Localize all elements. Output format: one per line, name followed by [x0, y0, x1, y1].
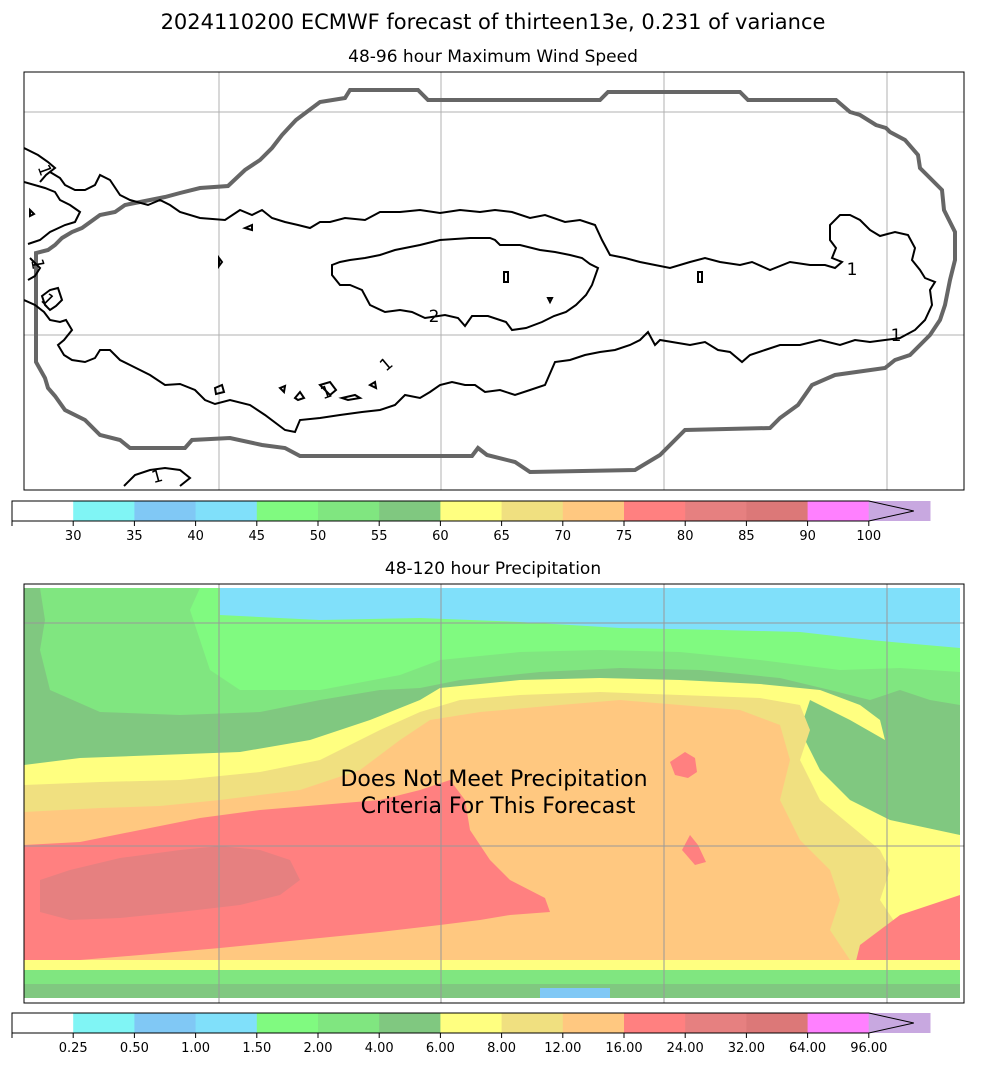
- colorbar-outline: [11, 500, 914, 522]
- colorbar-tick-label: 24.00: [667, 1041, 704, 1056]
- colorbar-tick-label: 80: [677, 529, 694, 544]
- colorbar-segment: [624, 1013, 686, 1033]
- colorbar-tick-label: 6.00: [426, 1041, 455, 1056]
- colorbar-segment: [73, 501, 135, 521]
- precip-band-24.00-spot: [670, 752, 697, 778]
- colorbar-tick-label: 8.00: [487, 1041, 516, 1056]
- colorbar-outline: [11, 1012, 914, 1034]
- colorbar-tick-label: 55: [371, 529, 388, 544]
- colorbar-tick-label: 70: [555, 529, 572, 544]
- precip-gridlines: [24, 584, 964, 1003]
- colorbar-tick-label: 85: [738, 529, 755, 544]
- colorbar-segment: [746, 501, 809, 521]
- wind-plot-area: 1 1 1 1 1 1 1 2 1: [24, 72, 964, 490]
- colorbar-segment: [318, 501, 380, 521]
- colorbar-tick-label: 2.00: [304, 1041, 333, 1056]
- precip-annotation-line-2: Criteria For This Forecast: [361, 794, 636, 819]
- precip-annotation-line-1: Does Not Meet Precipitation: [340, 767, 647, 792]
- contour-label: 1: [847, 260, 858, 280]
- colorbar-tick-label: 75: [616, 529, 633, 544]
- domain-outline: [34, 88, 957, 475]
- colorbar-extend-arrow: [868, 501, 914, 521]
- colorbar-segment: [440, 501, 503, 521]
- colorbar-segment: [440, 1013, 503, 1033]
- colorbar-segment: [12, 1013, 74, 1033]
- figure-title: 2024110200 ECMWF forecast of thirteen13e…: [161, 10, 826, 34]
- contour-label: 1: [891, 326, 902, 346]
- colorbar-segment: [134, 1013, 197, 1033]
- colorbar-segment: [73, 1013, 135, 1033]
- colorbar-tick-label: 4.00: [365, 1041, 394, 1056]
- colorbar-tick-label: 60: [432, 529, 449, 544]
- contour-label: 2: [429, 307, 440, 327]
- colorbar-tick-label: 45: [249, 529, 266, 544]
- colorbar-segment: [379, 501, 441, 521]
- precip-band-24.00-east: [855, 895, 960, 978]
- colorbar-segment: [379, 1013, 441, 1033]
- precip-band-bottom-6: [24, 984, 960, 998]
- colorbar-tick-label: 12.00: [544, 1041, 581, 1056]
- precip-band-24.00-spot-2: [682, 835, 706, 865]
- colorbar-tick-label: 35: [126, 529, 143, 544]
- colorbar-extend-arrow: [868, 1013, 914, 1033]
- contour-label: 1: [26, 257, 48, 271]
- colorbar-segment: [134, 501, 197, 521]
- colorbar-segment: [501, 501, 564, 521]
- colorbar-segment: [562, 501, 625, 521]
- colorbar-segment: [562, 1013, 625, 1033]
- colorbar-segment: [318, 1013, 380, 1033]
- colorbar-segment: [685, 501, 747, 521]
- colorbar-segment: [12, 501, 74, 521]
- colorbar-segment: [256, 1013, 319, 1033]
- colorbar-segment: [195, 1013, 258, 1033]
- colorbar-tick-label: 30: [65, 529, 82, 544]
- contour-label: 1: [149, 466, 165, 488]
- colorbar-tick-label: 0.25: [59, 1041, 88, 1056]
- precip-band-bottom-8: [24, 960, 960, 970]
- colorbar-tick-label: 32.00: [728, 1041, 765, 1056]
- wind-plot-frame: [23, 71, 965, 491]
- colorbar-tick-label: 16.00: [605, 1041, 642, 1056]
- precip-band-bottom-4: [24, 970, 960, 984]
- precip-plot-frame: [23, 583, 965, 1004]
- colorbar-segment: [501, 1013, 564, 1033]
- colorbar-tick-label: 0.50: [120, 1041, 149, 1056]
- colorbar-segment: [195, 501, 258, 521]
- colorbar-segment: [746, 1013, 809, 1033]
- precip-band-32.00: [40, 846, 300, 920]
- wind-colorbar: 30 35 40 45 50 55 60 65 70 75 80 85 90 100: [11, 500, 931, 544]
- colorbar-tick-label: 1.50: [242, 1041, 271, 1056]
- precip-plot-area: [24, 584, 964, 1003]
- colorbar-tick-label: 100: [856, 529, 881, 544]
- precip-band-bottom-blue: [540, 988, 610, 998]
- colorbar-tick-label: 40: [187, 529, 204, 544]
- colorbar-tick-label: 1.00: [181, 1041, 210, 1056]
- precip-colorbar: 0.25 0.50 1.00 1.50 2.00 4.00 6.00 8.00 12.00 16.…: [11, 1012, 931, 1056]
- wind-gridlines: [24, 72, 964, 490]
- colorbar-tick-label: 90: [799, 529, 816, 544]
- colorbar-tick-label: 65: [493, 529, 510, 544]
- colorbar-segment: [807, 1013, 870, 1033]
- wind-contours: [24, 147, 937, 487]
- colorbar-tick-label: 64.00: [789, 1041, 826, 1056]
- colorbar-tick-label: 96.00: [850, 1041, 887, 1056]
- wind-panel-title: 48-96 hour Maximum Wind Speed: [348, 47, 638, 67]
- colorbar-segment: [256, 501, 319, 521]
- colorbar-segment: [807, 501, 870, 521]
- colorbar-segment: [685, 1013, 747, 1033]
- colorbar-segment: [624, 501, 686, 521]
- colorbar-tick-label: 50: [310, 529, 327, 544]
- precip-panel-title: 48-120 hour Precipitation: [385, 559, 601, 579]
